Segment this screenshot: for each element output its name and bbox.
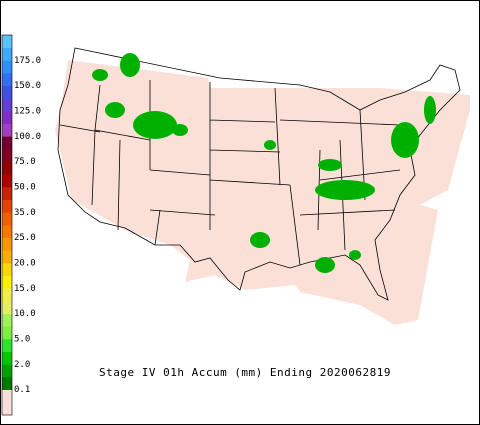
colorbar-segment	[2, 313, 12, 327]
colorbar-label: 5.0	[14, 335, 30, 345]
colorbar-segment	[2, 73, 12, 86]
colorbar-segment	[2, 199, 12, 213]
country-outline	[57, 47, 461, 301]
colorbar-segment	[2, 389, 12, 403]
colorbar-segment	[2, 136, 12, 150]
colorbar-label: 175.0	[14, 56, 41, 66]
colorbar-segment	[2, 111, 12, 124]
colorbar-segment	[2, 250, 12, 264]
colorbar-segment	[2, 123, 12, 137]
colorbar-label: 2.0	[14, 360, 30, 370]
colorbar-segment	[2, 339, 12, 352]
precip-areas	[92, 53, 436, 273]
colorbar-segment	[2, 35, 12, 48]
colorbar-segment	[2, 237, 12, 251]
colorbar-border	[1, 34, 13, 416]
colorbar: 0.1 2.0 5.0 10.0 15.0 20.0 25.0 35.0 50.0 75.0 100…	[1, 34, 41, 416]
colorbar-segment	[2, 149, 12, 162]
colorbar-label: 15.0	[14, 284, 36, 294]
colorbar-segment	[2, 288, 12, 302]
colorbar-segment	[2, 326, 12, 340]
colorbar-segment	[2, 364, 12, 378]
colorbar-label: 25.0	[14, 233, 36, 243]
colorbar-label: 100.0	[14, 132, 41, 142]
colorbar-segment	[2, 212, 12, 226]
colorbar-segment	[2, 225, 12, 238]
colorbar-label: 35.0	[14, 208, 36, 218]
map-title: Stage IV 01h Accum (mm) Ending 202006281…	[99, 366, 391, 379]
colorbar-segment	[2, 377, 12, 390]
colorbar-segment	[2, 301, 12, 314]
colorbar-segment	[2, 85, 12, 99]
colorbar-label: 50.0	[14, 183, 36, 193]
colorbar-segment	[2, 98, 12, 112]
colorbar-segment	[2, 351, 12, 365]
colorbar-label: 20.0	[14, 259, 36, 269]
colorbar-label: 150.0	[14, 81, 41, 91]
colorbar-segment	[2, 47, 12, 61]
colorbar-segment	[2, 275, 12, 289]
colorbar-segment	[2, 161, 12, 175]
colorbar-label: 0.1	[14, 385, 30, 395]
colorbar-segment	[2, 174, 12, 188]
colorbar-segment	[2, 60, 12, 74]
colorbar-label: 75.0	[14, 157, 36, 167]
colorbar-segment	[2, 187, 12, 200]
colorbar-label: 125.0	[14, 107, 41, 117]
colorbar-label: 10.0	[14, 309, 36, 319]
colorbar-segment	[2, 263, 12, 276]
colorbar-segment	[2, 402, 12, 416]
